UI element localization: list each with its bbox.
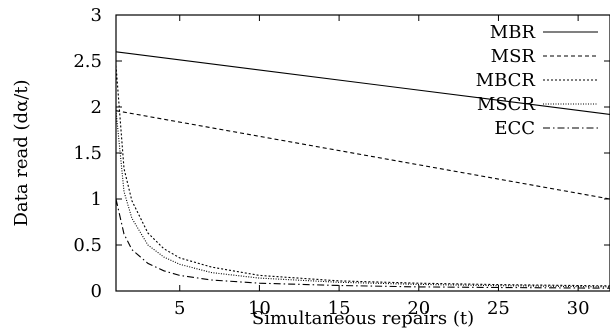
- x-axis-title: Simultaneous repairs (t): [252, 308, 474, 329]
- legend-label-ecc: ECC: [494, 118, 535, 139]
- y-tick-label: 3: [91, 5, 102, 26]
- x-tick-label: 25: [487, 298, 510, 319]
- axis-ticks: 5 10 15 20 25 30 0 0.5 1 1.5 2 2.5 3: [73, 5, 610, 319]
- x-tick-label: 30: [567, 298, 590, 319]
- legend-label-msr: MSR: [491, 46, 536, 67]
- series-line-mbr: [115, 51, 610, 115]
- legend-label-mscr: MSCR: [477, 94, 536, 115]
- x-tick-label: 20: [407, 298, 430, 319]
- y-tick-label: 0: [91, 281, 102, 302]
- x-tick-label: 10: [248, 298, 271, 319]
- y-tick-label: 2: [91, 97, 102, 118]
- legend: MBR MSR MBCR MSCR ECC: [476, 22, 598, 139]
- series-line-ecc: [115, 198, 610, 289]
- y-tick-label: 0.5: [73, 235, 102, 256]
- series-line-msr: [115, 110, 610, 200]
- legend-label-mbr: MBR: [490, 22, 536, 43]
- plot-frame: [115, 14, 610, 292]
- series-line-mscr: [115, 110, 610, 288]
- y-tick-label: 2.5: [73, 51, 102, 72]
- series-line-mbcr: [115, 65, 610, 287]
- y-tick-label: 1.5: [73, 143, 102, 164]
- plot-area: [115, 51, 610, 289]
- x-tick-label: 15: [328, 298, 351, 319]
- y-tick-label: 1: [91, 189, 102, 210]
- x-tick-label: 5: [174, 298, 185, 319]
- legend-label-mbcr: MBCR: [476, 70, 536, 91]
- y-axis-title: Data read (dα/t): [11, 79, 32, 226]
